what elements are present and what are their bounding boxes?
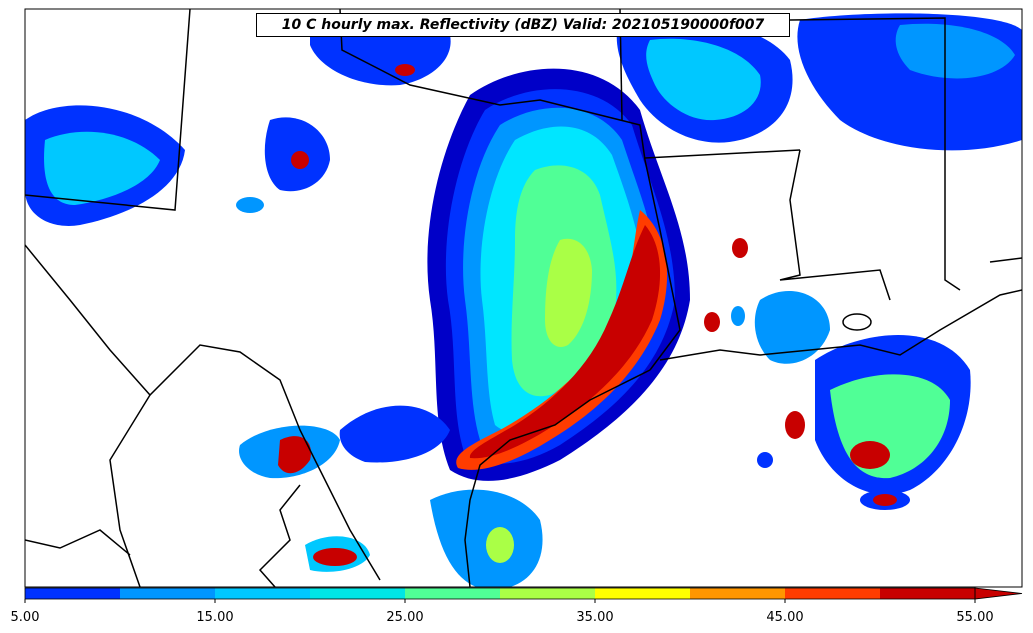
nm-border — [25, 9, 191, 211]
colorbar-tick-label: 15.00 — [196, 610, 234, 625]
echo-nw-core — [395, 64, 415, 76]
mx-border-a — [109, 394, 151, 587]
colorbar-border — [24, 587, 976, 600]
echo-cell-i-core — [704, 312, 720, 332]
echo-cell-j — [731, 306, 745, 326]
colorbar-segment — [500, 588, 596, 599]
map-title: 10 C hourly max. Reflectivity (dBZ) Vali… — [256, 13, 790, 37]
colorbar-tick-label: 5.00 — [10, 610, 40, 625]
colorbar-segment — [120, 588, 216, 599]
echo-sw-core — [278, 436, 311, 474]
echo-cell-k — [757, 452, 773, 468]
echo-north-core — [646, 38, 761, 121]
rio-grande-border — [25, 244, 381, 581]
echo-cell-e — [754, 291, 830, 364]
colorbar-segment — [405, 588, 501, 599]
colorbar-segment — [785, 588, 881, 599]
ms-al-border — [789, 17, 961, 291]
colorbar-segment — [215, 588, 311, 599]
la-coastline — [659, 289, 1022, 361]
echo-cell-b — [236, 197, 264, 213]
echo-cell-c — [339, 405, 450, 463]
colorbar — [24, 587, 1023, 603]
echo-se-core — [850, 441, 890, 469]
tx-coastline — [464, 369, 651, 587]
echo-cell-h-core — [732, 238, 748, 258]
reflectivity-field — [25, 9, 1022, 587]
colorbar-segment — [310, 588, 406, 599]
echo-band-35 — [545, 238, 592, 348]
echo-cell-g-core — [873, 494, 897, 506]
lake-pontchartrain — [842, 313, 872, 331]
colorbar-segment — [595, 588, 691, 599]
political-borders — [25, 9, 1022, 587]
colorbar-tick-label: 45.00 — [766, 610, 804, 625]
mx-border-c — [258, 484, 301, 587]
colorbar-segment — [880, 588, 976, 599]
colorbar-tick-label: 25.00 — [386, 610, 424, 625]
red-river-border — [339, 9, 681, 371]
echo-west-core — [44, 131, 160, 205]
colorbar-tick-label: 55.00 — [956, 610, 994, 625]
map-frame — [24, 8, 1023, 588]
la-ms-border — [779, 149, 891, 301]
echo-ne-core — [895, 23, 1015, 79]
fl-border — [989, 257, 1022, 263]
colorbar-segment — [25, 588, 121, 599]
echo-cell-d-core — [313, 548, 357, 566]
echo-gulf-band — [430, 489, 543, 587]
colorbar-segment — [690, 588, 786, 599]
colorbar-extend-arrow — [974, 587, 1023, 600]
echo-band-55 — [469, 225, 661, 459]
colorbar-tick-label: 35.00 — [576, 610, 614, 625]
mx-border-b — [25, 529, 131, 556]
echo-gulf-core — [486, 527, 514, 563]
ar-la-border — [644, 149, 801, 159]
echo-cell-f-core — [785, 411, 805, 439]
echo-cell-a-core — [291, 151, 309, 169]
